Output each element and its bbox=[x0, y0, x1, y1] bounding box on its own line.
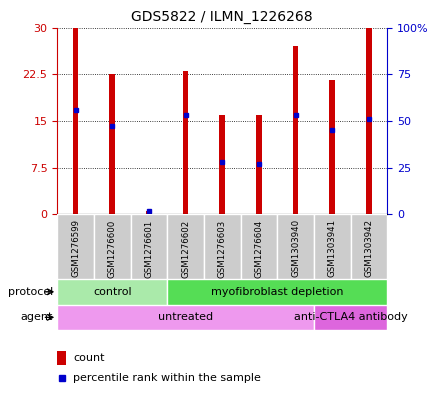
FancyBboxPatch shape bbox=[314, 305, 387, 330]
Bar bbox=[330, 81, 335, 214]
FancyBboxPatch shape bbox=[57, 214, 94, 279]
Bar bbox=[183, 71, 188, 214]
Title: GDS5822 / ILMN_1226268: GDS5822 / ILMN_1226268 bbox=[132, 10, 313, 24]
Text: GSM1276599: GSM1276599 bbox=[71, 219, 80, 277]
Bar bbox=[73, 28, 78, 214]
FancyBboxPatch shape bbox=[94, 214, 131, 279]
Text: GSM1303941: GSM1303941 bbox=[328, 219, 337, 277]
Bar bbox=[146, 211, 152, 214]
Text: GSM1303940: GSM1303940 bbox=[291, 219, 300, 277]
Text: GSM1276602: GSM1276602 bbox=[181, 219, 190, 277]
Text: GSM1303942: GSM1303942 bbox=[364, 219, 374, 277]
Text: GSM1276600: GSM1276600 bbox=[108, 219, 117, 277]
FancyBboxPatch shape bbox=[277, 214, 314, 279]
FancyBboxPatch shape bbox=[241, 214, 277, 279]
Text: GSM1276601: GSM1276601 bbox=[144, 219, 154, 277]
Bar bbox=[110, 74, 115, 214]
Text: percentile rank within the sample: percentile rank within the sample bbox=[73, 373, 261, 383]
FancyBboxPatch shape bbox=[57, 279, 167, 305]
Text: myofibroblast depletion: myofibroblast depletion bbox=[211, 287, 344, 297]
Text: anti-CTLA4 antibody: anti-CTLA4 antibody bbox=[293, 312, 407, 322]
FancyBboxPatch shape bbox=[131, 214, 167, 279]
Bar bbox=[220, 115, 225, 214]
Text: GSM1276603: GSM1276603 bbox=[218, 219, 227, 277]
Text: count: count bbox=[73, 353, 105, 364]
FancyBboxPatch shape bbox=[204, 214, 241, 279]
FancyBboxPatch shape bbox=[167, 279, 387, 305]
Bar bbox=[57, 351, 66, 365]
FancyBboxPatch shape bbox=[314, 214, 351, 279]
Text: control: control bbox=[93, 287, 132, 297]
Text: agent: agent bbox=[20, 312, 53, 322]
Text: untreated: untreated bbox=[158, 312, 213, 322]
FancyBboxPatch shape bbox=[167, 214, 204, 279]
Bar bbox=[256, 115, 262, 214]
Text: protocol: protocol bbox=[7, 287, 53, 297]
FancyBboxPatch shape bbox=[351, 214, 387, 279]
FancyBboxPatch shape bbox=[57, 305, 314, 330]
Text: GSM1276604: GSM1276604 bbox=[254, 219, 264, 277]
Bar bbox=[293, 46, 298, 214]
Bar bbox=[366, 28, 372, 214]
